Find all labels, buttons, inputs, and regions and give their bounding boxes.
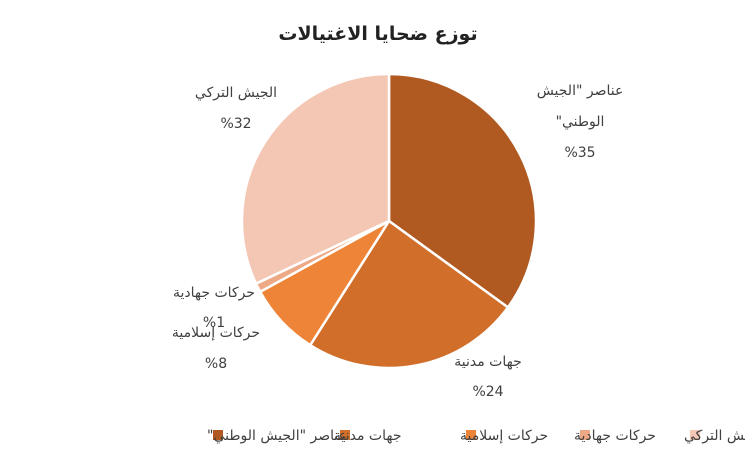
chart-title: توزع ضحايا الاغتيالات [278, 23, 477, 45]
data-label-value: %24 [472, 384, 503, 400]
data-label-text: الوطني" [556, 114, 605, 130]
data-label-text: حركات جهادية [173, 285, 255, 301]
legend-swatch [466, 430, 476, 440]
legend-item-2: حركات جهادية [574, 428, 656, 444]
legend-swatch [580, 430, 590, 440]
data-label-2: جهات مدنية %24 [454, 354, 521, 400]
data-label-value: %32 [220, 116, 251, 132]
data-label-5: الجيش التركي %32 [195, 85, 277, 132]
pie-slice-1 [387, 72, 538, 309]
legend-label: عناصر "الجيش الوطني" [207, 428, 347, 444]
data-label-value: %8 [205, 356, 227, 372]
legend-label: حركات جهادية [574, 428, 656, 444]
data-labels: عناصر "الجيش الوطني" %35 جهات مدنية %24 حركات… [172, 83, 623, 400]
legend-swatch [213, 430, 223, 440]
legend-item-1: الجيش التركي [684, 428, 745, 444]
pie-slice-2 [308, 219, 510, 370]
data-label-text: حركات إسلامية [172, 325, 260, 341]
legend-item-3: حركات إسلامية [460, 428, 548, 444]
legend-swatch [340, 430, 350, 440]
legend-swatch [690, 430, 700, 440]
data-label-value: %1 [203, 315, 225, 331]
pie-slices [240, 72, 538, 370]
legend-label: جهات مدنية [334, 428, 401, 444]
pie-slice-5 [240, 72, 391, 285]
legend-label: حركات إسلامية [460, 428, 548, 444]
legend-label: الجيش التركي [684, 428, 745, 444]
data-label-1: عناصر "الجيش الوطني" %35 [537, 83, 624, 161]
data-label-text: جهات مدنية [454, 354, 521, 370]
data-label-value: %35 [564, 145, 595, 161]
data-label-4: حركات جهادية %1 [173, 285, 255, 331]
legend: الجيش التركي حركات جهادية حركات إسلامية جها… [207, 428, 745, 444]
data-label-text: عناصر "الجيش [537, 83, 624, 99]
data-label-text: الجيش التركي [195, 85, 277, 101]
data-label-3: حركات إسلامية %8 [172, 325, 260, 372]
legend-item-5: عناصر "الجيش الوطني" [207, 428, 347, 444]
legend-item-4: جهات مدنية [334, 428, 401, 444]
